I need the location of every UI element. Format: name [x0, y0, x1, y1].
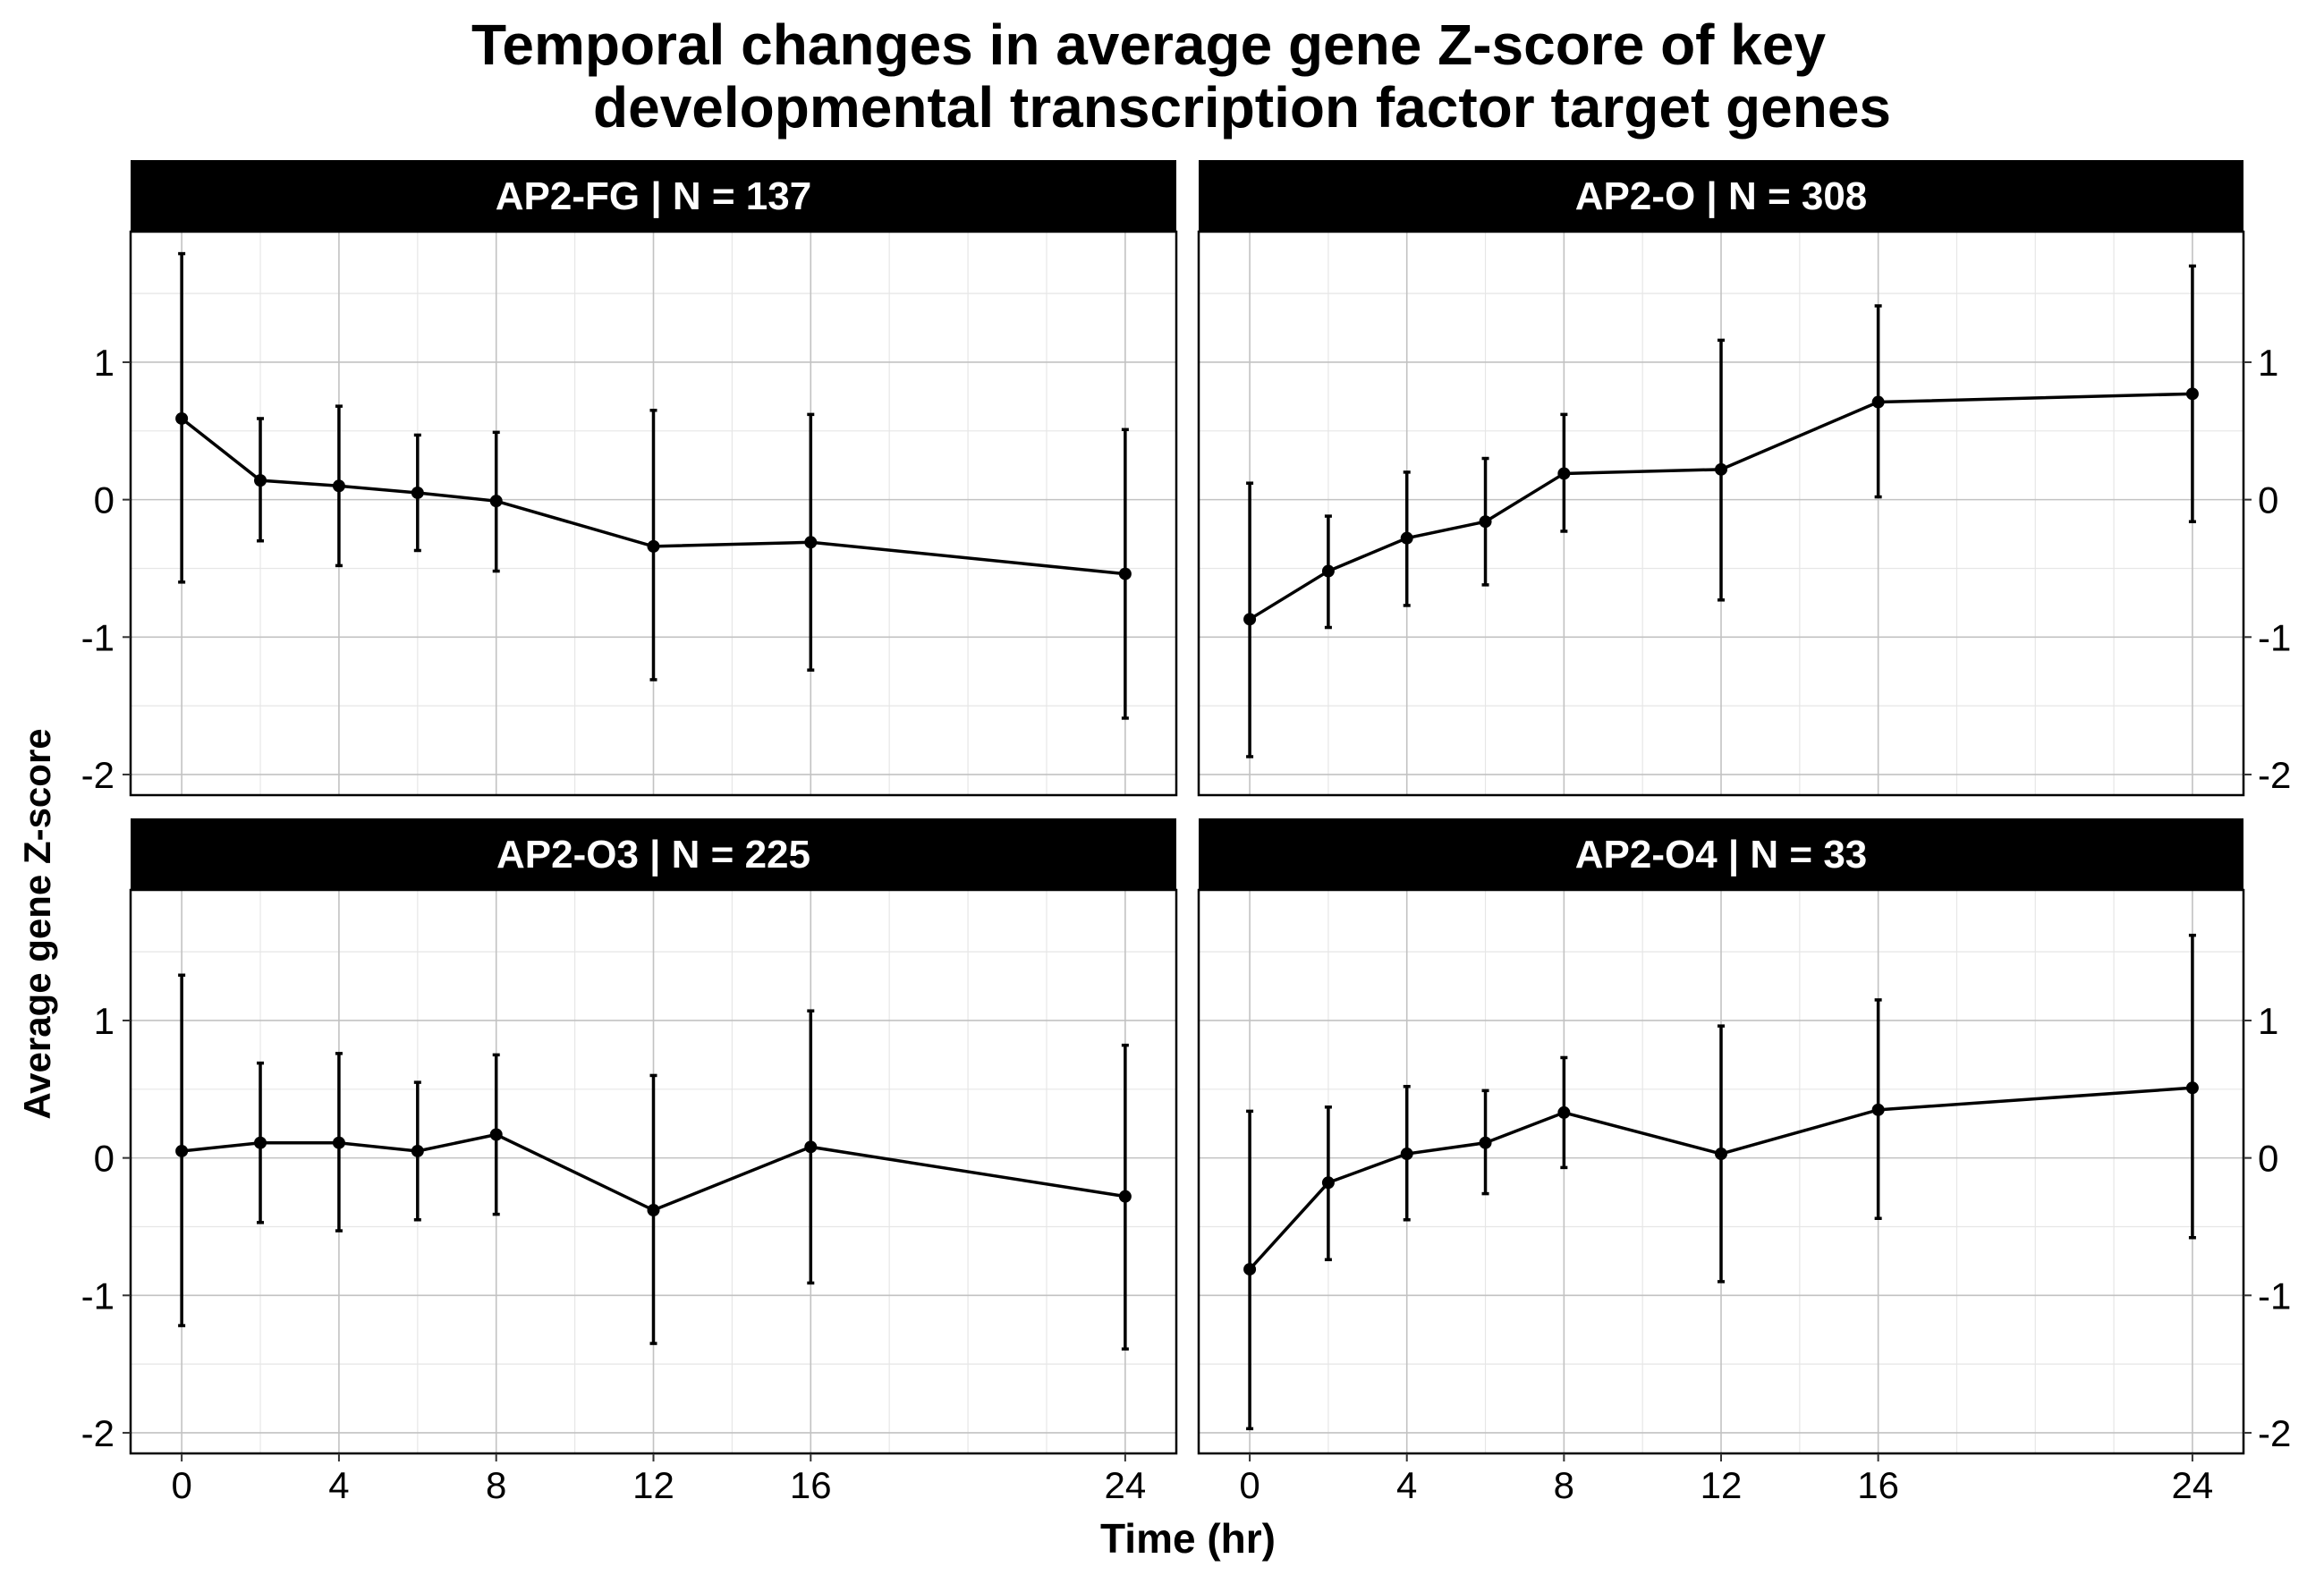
facet-strip: [131, 818, 1176, 890]
y-tick-label: 0: [2258, 1138, 2278, 1180]
y-tick-label: -2: [2258, 1412, 2291, 1454]
y-axis-label: Average gene Z-score: [16, 728, 58, 1119]
data-point: [647, 1204, 660, 1217]
facet-strip-label: AP2-O3 | N = 225: [496, 833, 810, 877]
data-point: [411, 486, 424, 499]
facet-panel: AP2-FG | N = 137 1 0 -1 -2: [81, 160, 1178, 797]
facet-panel: AP2-O3 | N = 225 1 0 -1 -2 0 4 8 12 16 24: [81, 818, 1178, 1506]
data-point: [489, 495, 503, 508]
data-point: [1557, 467, 1571, 480]
chart-title-line-1: Temporal changes in average gene Z-score…: [471, 13, 1827, 77]
y-tick-label: 1: [94, 1000, 115, 1042]
data-point: [411, 1144, 424, 1157]
facet-panel: AP2-O4 | N = 33 1 0 -1 -2 0 4 8 12 16 24: [1197, 818, 2291, 1506]
y-tick-label: -1: [2258, 1275, 2291, 1317]
y-tick-label: -2: [81, 1412, 115, 1454]
x-axis-label: Time (hr): [1100, 1515, 1276, 1562]
x-tick-label: 24: [2172, 1464, 2214, 1506]
y-tick-label: 0: [94, 479, 115, 521]
data-point: [1321, 564, 1335, 578]
y-tick-label: -2: [81, 754, 115, 796]
x-tick-label: 12: [632, 1464, 674, 1506]
data-point: [254, 474, 267, 487]
x-tick-label: 12: [1701, 1464, 1743, 1506]
data-point: [1871, 1103, 1885, 1116]
facet-strip-label: AP2-O4 | N = 33: [1575, 833, 1868, 877]
series-line: [181, 1132, 1126, 1212]
facet-strip-label: AP2-O | N = 308: [1575, 174, 1868, 219]
x-tick-label: 8: [486, 1464, 506, 1506]
data-point: [1871, 395, 1885, 409]
facet-strip-label: AP2-FG | N = 137: [496, 174, 811, 219]
y-tick-label: 0: [94, 1138, 115, 1180]
data-point: [1321, 1176, 1335, 1190]
data-point: [332, 479, 345, 493]
data-point: [2185, 387, 2199, 401]
facet-strip: [131, 160, 1176, 232]
y-tick-label: 1: [94, 342, 115, 384]
y-tick-label: -1: [81, 1275, 115, 1317]
facet-strip: [1199, 818, 2243, 890]
data-point: [1715, 1148, 1727, 1161]
panel-border: [1197, 230, 2245, 797]
data-point: [804, 536, 818, 549]
series-line: [181, 417, 1126, 576]
x-tick-label: 24: [1105, 1464, 1147, 1506]
chart-title-line-2: developmental transcription factor targe…: [593, 75, 1891, 140]
y-tick-label: 0: [2258, 479, 2278, 521]
data-point: [647, 539, 660, 553]
data-point: [254, 1136, 267, 1149]
x-tick-label: 0: [171, 1464, 191, 1506]
data-point: [1715, 462, 1727, 476]
y-tick-label: -2: [2258, 754, 2291, 796]
y-tick-label: 1: [2258, 342, 2278, 384]
y-tick-label: -1: [81, 616, 115, 658]
y-tick-label: 1: [2258, 1000, 2278, 1042]
data-point: [1400, 531, 1413, 545]
x-tick-label: 16: [790, 1464, 832, 1506]
data-point: [332, 1136, 345, 1149]
data-point: [1243, 1263, 1257, 1276]
data-point: [175, 411, 189, 425]
y-tick-label: -1: [2258, 616, 2291, 658]
series-line: [1248, 1086, 2193, 1271]
panel-border: [129, 230, 1178, 797]
data-point: [804, 1140, 818, 1154]
x-tick-label: 4: [328, 1464, 349, 1506]
data-point: [489, 1128, 503, 1141]
x-tick-label: 0: [1239, 1464, 1260, 1506]
data-point: [1118, 567, 1132, 580]
series-line: [1249, 392, 2193, 621]
x-tick-label: 16: [1857, 1464, 1899, 1506]
data-point: [1479, 515, 1492, 529]
data-point: [1400, 1148, 1413, 1161]
data-point: [1118, 1190, 1132, 1203]
data-point: [1557, 1105, 1571, 1119]
data-point: [1243, 613, 1257, 626]
data-point: [175, 1144, 189, 1157]
x-tick-label: 8: [1554, 1464, 1574, 1506]
facet-panel: AP2-O | N = 308 1 0 -1 -2: [1197, 160, 2291, 797]
facet-strip: [1199, 160, 2243, 232]
data-point: [1479, 1136, 1492, 1149]
data-point: [2185, 1081, 2199, 1095]
x-tick-label: 4: [1396, 1464, 1417, 1506]
